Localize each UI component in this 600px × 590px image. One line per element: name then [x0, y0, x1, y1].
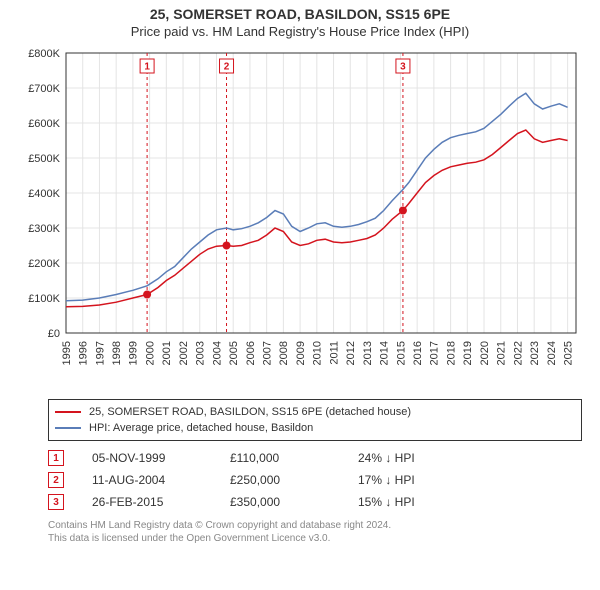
svg-text:2013: 2013 [362, 341, 374, 365]
svg-text:2024: 2024 [546, 341, 558, 365]
svg-text:2017: 2017 [429, 341, 441, 365]
svg-text:2005: 2005 [228, 341, 240, 365]
sale-date: 26-FEB-2015 [92, 495, 202, 509]
svg-text:2016: 2016 [412, 341, 424, 365]
line-chart: £0 £100K £200K £300K £400K £500K £600K £700K £80… [18, 43, 588, 393]
svg-text:2021: 2021 [496, 341, 508, 365]
svg-text:£600K: £600K [28, 118, 60, 130]
svg-text:2020: 2020 [479, 341, 491, 365]
sale-marker: 1 [48, 450, 64, 466]
sale-diff: 24% ↓ HPI [358, 451, 478, 465]
legend-item: 25, SOMERSET ROAD, BASILDON, SS15 6PE (d… [55, 404, 575, 420]
svg-text:1997: 1997 [94, 341, 106, 365]
svg-text:2018: 2018 [445, 341, 457, 365]
svg-text:2006: 2006 [245, 341, 257, 365]
svg-text:2007: 2007 [262, 341, 274, 365]
svg-text:2012: 2012 [345, 341, 357, 365]
svg-text:£800K: £800K [28, 48, 60, 60]
chart-title: 25, SOMERSET ROAD, BASILDON, SS15 6PE [0, 0, 600, 22]
svg-text:2022: 2022 [512, 341, 524, 365]
svg-text:1999: 1999 [128, 341, 140, 365]
svg-text:2001: 2001 [161, 341, 173, 365]
svg-text:2: 2 [224, 62, 230, 73]
svg-text:2023: 2023 [529, 341, 541, 365]
legend-item: HPI: Average price, detached house, Basi… [55, 420, 575, 436]
chart-subtitle: Price paid vs. HM Land Registry's House … [0, 22, 600, 43]
svg-text:£0: £0 [48, 328, 60, 340]
svg-text:1995: 1995 [61, 341, 73, 365]
svg-text:£300K: £300K [28, 223, 60, 235]
legend-swatch [55, 411, 81, 413]
svg-text:2008: 2008 [278, 341, 290, 365]
sale-date: 05-NOV-1999 [92, 451, 202, 465]
sale-diff: 17% ↓ HPI [358, 473, 478, 487]
table-row: 3 26-FEB-2015 £350,000 15% ↓ HPI [48, 491, 582, 513]
sale-diff: 15% ↓ HPI [358, 495, 478, 509]
svg-text:2025: 2025 [562, 341, 574, 365]
svg-text:1996: 1996 [78, 341, 90, 365]
sale-date: 11-AUG-2004 [92, 473, 202, 487]
sale-marker: 3 [48, 494, 64, 510]
sale-price: £110,000 [230, 451, 330, 465]
sale-price: £350,000 [230, 495, 330, 509]
svg-text:1998: 1998 [111, 341, 123, 365]
svg-text:1: 1 [144, 62, 150, 73]
svg-text:2000: 2000 [144, 341, 156, 365]
svg-text:2009: 2009 [295, 341, 307, 365]
svg-text:2015: 2015 [395, 341, 407, 365]
svg-text:£700K: £700K [28, 83, 60, 95]
attribution: Contains HM Land Registry data © Crown c… [48, 519, 582, 545]
svg-text:£500K: £500K [28, 153, 60, 165]
svg-text:£200K: £200K [28, 258, 60, 270]
svg-text:£100K: £100K [28, 293, 60, 305]
legend-label: 25, SOMERSET ROAD, BASILDON, SS15 6PE (d… [89, 404, 411, 420]
svg-text:2010: 2010 [312, 341, 324, 365]
svg-text:2019: 2019 [462, 341, 474, 365]
sales-table: 1 05-NOV-1999 £110,000 24% ↓ HPI 2 11-AUG-200… [48, 447, 582, 513]
sale-marker: 2 [48, 472, 64, 488]
svg-text:3: 3 [400, 62, 406, 73]
legend-label: HPI: Average price, detached house, Basi… [89, 420, 313, 436]
table-row: 2 11-AUG-2004 £250,000 17% ↓ HPI [48, 469, 582, 491]
svg-text:2011: 2011 [328, 341, 340, 365]
attribution-line: Contains HM Land Registry data © Crown c… [48, 519, 582, 532]
svg-text:2004: 2004 [211, 341, 223, 365]
svg-text:2002: 2002 [178, 341, 190, 365]
legend: 25, SOMERSET ROAD, BASILDON, SS15 6PE (d… [48, 399, 582, 441]
sale-price: £250,000 [230, 473, 330, 487]
svg-text:£400K: £400K [28, 188, 60, 200]
table-row: 1 05-NOV-1999 £110,000 24% ↓ HPI [48, 447, 582, 469]
attribution-line: This data is licensed under the Open Gov… [48, 532, 582, 545]
svg-text:2014: 2014 [379, 341, 391, 365]
svg-text:2003: 2003 [195, 341, 207, 365]
legend-swatch [55, 427, 81, 429]
